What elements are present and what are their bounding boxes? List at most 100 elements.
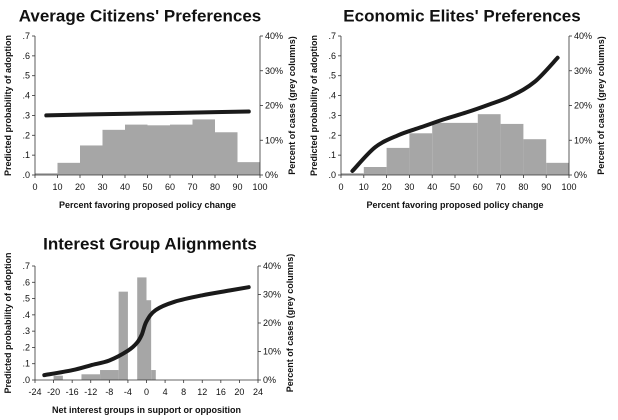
citizens-bar-6 [170, 124, 193, 175]
interest-probability-curve [42, 285, 251, 378]
interest-y2tick-label-4: 40% [263, 261, 281, 271]
citizens-ytick-label-6: .6 [22, 51, 30, 61]
citizens-ytick-label-7: .7 [22, 31, 30, 41]
citizens-bar-2 [80, 145, 103, 175]
interest-ytick-label-2: .2 [22, 342, 30, 352]
elites-xtick-label-2: 20 [382, 182, 392, 192]
citizens-y-axis-label: Predicted probability of adoption [3, 35, 13, 176]
elites-bar-3 [409, 133, 433, 175]
elites-ytick-label-7: .7 [328, 31, 336, 41]
citizens-xtick-label-6: 60 [165, 182, 175, 192]
citizens-bar-9 [237, 162, 260, 175]
elites-xtick-label-1: 10 [359, 182, 369, 192]
elites-xtick-label-0: 0 [338, 182, 343, 192]
interest-x-axis-label: Net interest groups in support or opposi… [52, 405, 241, 415]
elites-bar-2 [386, 147, 410, 175]
interest-bar-2 [81, 374, 101, 380]
interest-chart-title: Interest Group Alignments [43, 234, 257, 253]
citizens-xtick-label-1: 10 [52, 182, 62, 192]
elites-y2-axis-label: Percent of cases (grey columns) [596, 36, 606, 175]
interest-y-axis-label: Predicted probability of adoption [3, 252, 13, 393]
interest-xtick-label-4: -8 [105, 387, 113, 397]
citizens-y2tick-label-3: 30% [265, 66, 283, 76]
elites-probability-curve [350, 55, 560, 173]
elites-xtick-label-8: 80 [518, 182, 528, 192]
citizens-bar-8 [215, 132, 238, 175]
citizens-bar-0 [35, 173, 58, 175]
elites-ytick-label-1: .1 [328, 150, 336, 160]
interest-ytick-label-4: .4 [22, 310, 30, 320]
citizens-bar-4 [125, 124, 148, 175]
interest-ytick-label-7: .7 [22, 261, 30, 271]
elites-ytick-label-6: .6 [328, 51, 336, 61]
interest-y2tick-label-1: 10% [263, 347, 281, 357]
citizens-bar-1 [57, 162, 80, 175]
interest-y2tick-label-2: 20% [263, 318, 281, 328]
citizens-chart-title: Average Citizens' Preferences [19, 6, 261, 25]
citizens-xtick-label-4: 40 [120, 182, 130, 192]
elites-bar-7 [500, 123, 524, 175]
interest-bar-8 [151, 370, 156, 380]
citizens-y2tick-label-2: 20% [265, 101, 283, 111]
interest-y2-axis-label: Percent of cases (grey columns) [285, 254, 295, 393]
citizens-x-axis-label: Percent favoring proposed policy change [59, 200, 236, 210]
citizens-y2tick-label-1: 10% [265, 135, 283, 145]
elites-xtick-label-7: 70 [496, 182, 506, 192]
citizens-ytick-label-4: .4 [22, 91, 30, 101]
interest-bar-7 [146, 300, 152, 380]
elites-xtick-label-4: 40 [427, 182, 437, 192]
interest-xtick-label-10: 16 [216, 387, 226, 397]
elites-xtick-label-6: 60 [473, 182, 483, 192]
interest-xtick-label-2: -16 [66, 387, 79, 397]
citizens-xtick-label-8: 80 [210, 182, 220, 192]
interest-ytick-label-6: .6 [22, 277, 30, 287]
interest-y2tick-label-3: 30% [263, 290, 281, 300]
citizens-ytick-label-5: .5 [22, 71, 30, 81]
elites-y2tick-label-1: 10% [574, 135, 592, 145]
elites-chart-title: Economic Elites' Preferences [343, 6, 580, 25]
elites-xtick-label-3: 30 [404, 182, 414, 192]
elites-bar-1 [363, 167, 387, 175]
citizens-ytick-label-2: .2 [22, 130, 30, 140]
interest-xtick-label-12: 24 [253, 387, 263, 397]
citizens-bar-5 [147, 125, 170, 175]
citizens-ytick-label-3: .3 [22, 110, 30, 120]
elites-ytick-label-4: .4 [328, 91, 336, 101]
elites-y2tick-label-4: 40% [574, 31, 592, 41]
citizens-xtick-label-3: 30 [97, 182, 107, 192]
citizens-y2-axis-label: Percent of cases (grey columns) [287, 36, 297, 175]
interest-bar-4 [118, 291, 128, 380]
elites-y2tick-label-2: 20% [574, 101, 592, 111]
elites-bar-8 [523, 139, 547, 175]
interest-ytick-label-3: .3 [22, 326, 30, 336]
interest-xtick-label-8: 8 [181, 387, 186, 397]
elites-xtick-label-5: 50 [450, 182, 460, 192]
elites-ytick-label-2: .2 [328, 130, 336, 140]
interest-xtick-label-6: 0 [144, 387, 149, 397]
interest-xtick-label-1: -20 [47, 387, 60, 397]
citizens-xtick-label-2: 20 [75, 182, 85, 192]
citizens-ytick-label-1: .1 [22, 150, 30, 160]
citizens-y2tick-label-4: 40% [265, 31, 283, 41]
citizens-xtick-label-5: 50 [142, 182, 152, 192]
elites-y2tick-label-0: 0% [574, 170, 587, 180]
elites-xtick-label-9: 90 [541, 182, 551, 192]
interest-ytick-label-0: .0 [22, 375, 30, 385]
interest-xtick-label-3: -12 [84, 387, 97, 397]
interest-xtick-label-9: 12 [197, 387, 207, 397]
citizens-xtick-label-9: 90 [232, 182, 242, 192]
elites-x-axis-label: Percent favoring proposed policy change [366, 200, 543, 210]
interest-bar-0 [53, 375, 63, 380]
interest-xtick-label-7: 4 [163, 387, 168, 397]
citizens-probability-curve [44, 109, 251, 118]
elites-y-axis-label: Predicted probability of adoption [309, 35, 319, 176]
citizens-y2tick-label-0: 0% [265, 170, 278, 180]
interest-ytick-label-5: .5 [22, 294, 30, 304]
citizens-xtick-label-7: 70 [187, 182, 197, 192]
interest-xtick-label-11: 20 [234, 387, 244, 397]
elites-bar-6 [477, 114, 501, 175]
elites-ytick-label-0: .0 [328, 170, 336, 180]
citizens-bar-3 [102, 129, 125, 175]
elites-ytick-label-5: .5 [328, 71, 336, 81]
